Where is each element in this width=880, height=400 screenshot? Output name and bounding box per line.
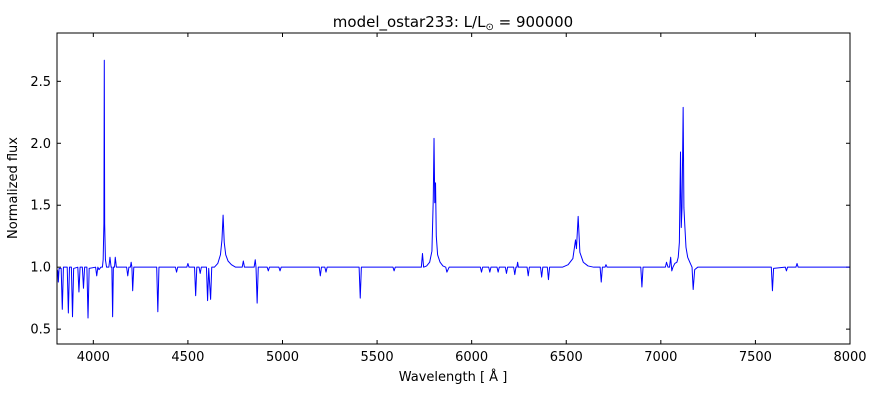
x-tick-label: 4000 [77, 350, 110, 365]
y-axis-label: Normalized flux [6, 137, 21, 239]
axes-frame [56, 32, 851, 345]
y-tick-label: 0.5 [30, 323, 51, 338]
chart-title-suffix: = 900000 [494, 13, 573, 31]
x-axis-label: Wavelength [ Å ] [399, 369, 508, 385]
ticks-layer: 4000 4500 5000 5500 6000 6500 7000 7500 8000 0.5 1… [30, 33, 867, 365]
spectrum-line [56, 59, 850, 319]
x-tick-label: 5500 [361, 350, 394, 365]
y-tick-label: 1.5 [30, 199, 51, 214]
x-tick-label: 4500 [171, 350, 204, 365]
chart-title: model_ostar233: L/L⊙ = 900000 [333, 13, 573, 33]
x-tick-label: 5000 [266, 350, 299, 365]
y-tick-label: 2.5 [30, 75, 51, 90]
x-tick-label: 8000 [833, 350, 866, 365]
x-tick-label: 6500 [550, 350, 583, 365]
x-tick-label: 7500 [739, 350, 772, 365]
x-tick-label: 6000 [455, 350, 488, 365]
x-tick-label: 7000 [644, 350, 677, 365]
y-tick-label: 1.0 [30, 261, 51, 276]
y-tick-label: 2.0 [30, 137, 51, 152]
chart-title-prefix: model_ostar233: L/L [333, 13, 486, 32]
solar-symbol-subscript: ⊙ [485, 22, 493, 33]
